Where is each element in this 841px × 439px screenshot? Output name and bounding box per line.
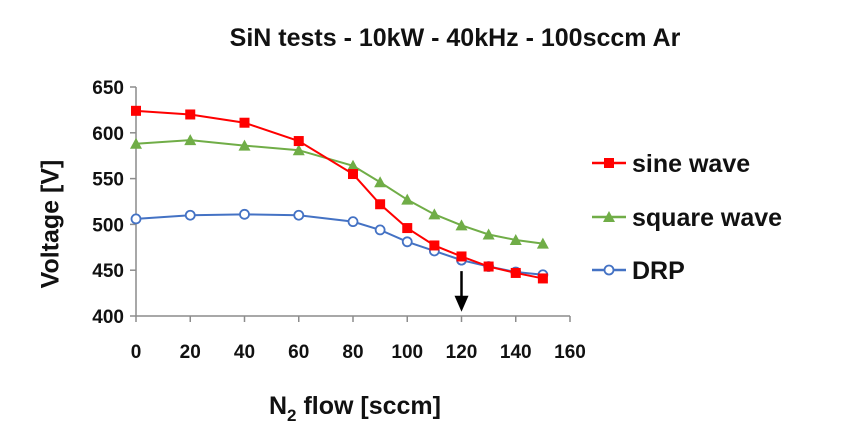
data-point-square-wave	[347, 159, 359, 171]
data-point-sine-wave	[429, 240, 440, 251]
data-point-sine-wave	[131, 105, 141, 116]
y-ticks: 400 450 500 550 600 650	[92, 78, 136, 328]
data-point-square-wave	[428, 208, 441, 220]
y-tick-label: 650	[92, 78, 124, 99]
legend-marker	[603, 211, 615, 222]
x-tick-label: 40	[234, 342, 255, 363]
data-point-drp	[239, 208, 250, 220]
legend-item-sine-wave: sine wave	[592, 150, 750, 178]
annotation-arrow-head	[454, 295, 469, 312]
y-tick-label: 500	[92, 215, 124, 236]
data-point-square-wave	[374, 176, 387, 188]
series-square-wave	[130, 134, 549, 249]
data-point-sine-wave	[510, 267, 521, 278]
data-point-sine-wave	[537, 273, 548, 284]
x-tick-label: 120	[446, 342, 478, 363]
data-point-square-wave	[292, 144, 305, 156]
data-point-drp	[347, 216, 359, 228]
x-tick-label: 100	[391, 342, 423, 363]
data-point-sine-wave	[293, 136, 304, 147]
svg-text:Voltage [V]: Voltage [V]	[37, 160, 65, 289]
y-tick-label: 600	[92, 124, 124, 145]
data-point-drp	[130, 213, 142, 225]
data-point-sine-wave	[348, 169, 358, 180]
data-point-sine-wave	[239, 117, 250, 128]
legend-item-square-wave: square wave	[592, 204, 782, 232]
x-tick-label: 60	[288, 342, 309, 363]
series-group	[130, 105, 549, 284]
data-point-square-wave	[509, 233, 522, 245]
y-tick-label: 550	[92, 170, 124, 191]
series-sine-wave	[131, 105, 548, 284]
chart-title: SiN tests - 10kW - 40kHz - 100sccm Ar	[230, 24, 681, 52]
annotations	[454, 271, 469, 312]
data-point-square-wave	[184, 134, 197, 146]
data-point-sine-wave	[185, 109, 196, 120]
legend-marker	[604, 158, 614, 168]
x-axis-label: N2 flow [sccm]	[269, 392, 441, 425]
data-point-drp	[374, 224, 386, 236]
legend-label: DRP	[632, 257, 685, 285]
legend-label: square wave	[632, 204, 782, 232]
series-line-square-wave	[135, 139, 544, 245]
axes	[135, 87, 570, 317]
data-point-square-wave	[482, 228, 495, 240]
series-line-sine-wave	[135, 109, 544, 280]
x-tick-label: 140	[500, 342, 532, 363]
data-point-square-wave	[238, 139, 251, 151]
data-point-square-wave	[536, 237, 549, 249]
y-axis-label: Voltage [V]	[37, 160, 65, 289]
legend: sine wave square wave DRP	[592, 150, 782, 285]
legend-label: sine wave	[632, 150, 750, 178]
x-tick-label: 80	[342, 342, 363, 363]
data-point-square-wave	[401, 193, 414, 205]
data-point-sine-wave	[402, 223, 413, 234]
data-point-sine-wave	[375, 199, 386, 210]
legend-marker	[603, 264, 615, 276]
data-point-sine-wave	[456, 251, 467, 262]
data-point-drp	[293, 209, 305, 221]
data-point-drp	[401, 236, 413, 248]
x-tick-label: 20	[180, 342, 201, 363]
legend-item-drp: DRP	[592, 257, 685, 285]
x-tick-label: 0	[131, 342, 142, 363]
data-point-drp	[184, 209, 196, 221]
series-line-drp	[135, 213, 543, 276]
y-tick-label: 450	[92, 261, 124, 282]
data-point-square-wave	[455, 219, 468, 231]
x-tick-label: 160	[554, 342, 586, 363]
x-ticks: 0 20 40 60 80 100 120 140 160	[131, 316, 586, 363]
data-point-square-wave	[130, 137, 142, 149]
data-point-sine-wave	[483, 261, 494, 272]
y-tick-label: 400	[92, 307, 124, 328]
